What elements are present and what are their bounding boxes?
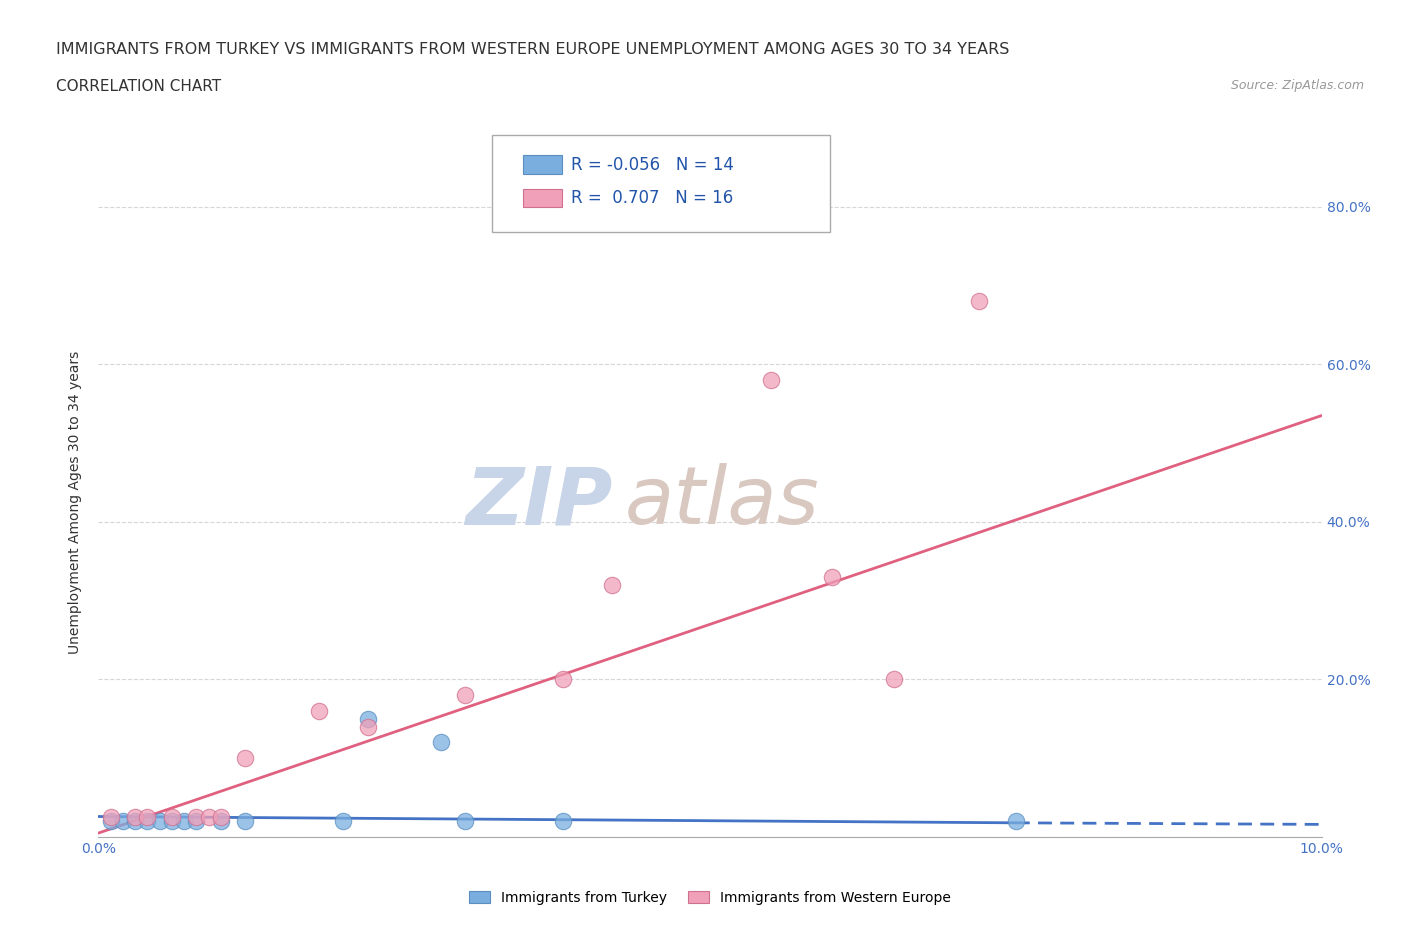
Text: Source: ZipAtlas.com: Source: ZipAtlas.com xyxy=(1230,79,1364,92)
Point xyxy=(124,810,146,825)
Point xyxy=(173,814,195,829)
Point xyxy=(136,814,159,829)
Point xyxy=(759,373,782,388)
Point xyxy=(430,735,453,750)
Point xyxy=(553,672,575,687)
Point xyxy=(454,814,477,829)
Point xyxy=(356,711,378,726)
Text: atlas: atlas xyxy=(624,463,820,541)
Point xyxy=(209,814,232,829)
Text: R = -0.056   N = 14: R = -0.056 N = 14 xyxy=(571,155,734,174)
Point xyxy=(186,814,208,829)
Legend: Immigrants from Turkey, Immigrants from Western Europe: Immigrants from Turkey, Immigrants from … xyxy=(464,885,956,910)
Point xyxy=(160,810,183,825)
Point xyxy=(209,810,232,825)
Point xyxy=(197,810,219,825)
Point xyxy=(883,672,905,687)
Text: CORRELATION CHART: CORRELATION CHART xyxy=(56,79,221,94)
Point xyxy=(149,814,172,829)
Point xyxy=(100,810,122,825)
Point xyxy=(553,814,575,829)
Point xyxy=(454,688,477,703)
Point xyxy=(233,814,256,829)
Point xyxy=(136,810,159,825)
Point xyxy=(100,814,122,829)
Point xyxy=(111,814,134,829)
Point xyxy=(356,719,378,734)
Text: ZIP: ZIP xyxy=(465,463,612,541)
Point xyxy=(332,814,354,829)
Point xyxy=(600,578,623,592)
Point xyxy=(967,294,990,309)
Text: R =  0.707   N = 16: R = 0.707 N = 16 xyxy=(571,189,733,207)
Point xyxy=(233,751,256,765)
Y-axis label: Unemployment Among Ages 30 to 34 years: Unemployment Among Ages 30 to 34 years xyxy=(69,351,83,654)
Point xyxy=(821,569,844,584)
Text: IMMIGRANTS FROM TURKEY VS IMMIGRANTS FROM WESTERN EUROPE UNEMPLOYMENT AMONG AGES: IMMIGRANTS FROM TURKEY VS IMMIGRANTS FRO… xyxy=(56,42,1010,57)
Point xyxy=(186,810,208,825)
Point xyxy=(308,703,330,718)
Point xyxy=(124,814,146,829)
Point xyxy=(160,814,183,829)
Point xyxy=(1004,814,1026,829)
